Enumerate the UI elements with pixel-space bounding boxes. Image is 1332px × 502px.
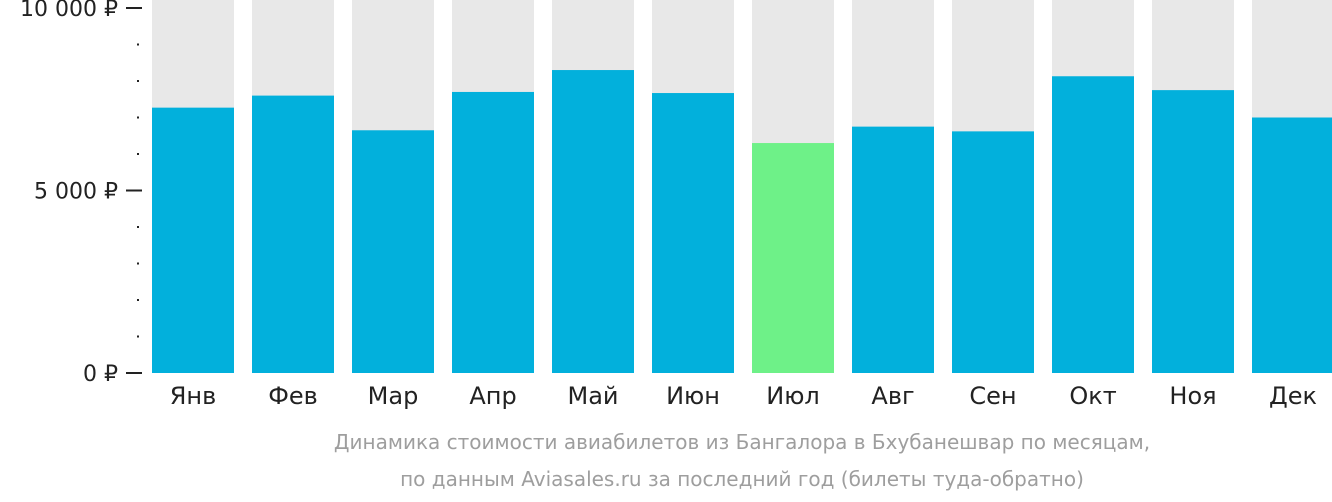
- x-tick-label-1: Янв: [170, 382, 217, 410]
- price-bar-chart: Янв Фев Мар Апр Май Июн Июл Авг Сен Окт Ноя Дек 0 ₽ 5…: [20, 0, 1332, 410]
- x-tick-label-4: Апр: [469, 382, 516, 410]
- bar-8: [852, 126, 934, 373]
- bar-6: [652, 93, 734, 374]
- x-tick-label-3: Мар: [368, 382, 419, 410]
- x-tick-label-9: Сен: [969, 382, 1016, 410]
- x-tick-label-11: Ноя: [1169, 382, 1216, 410]
- bar-1: [152, 107, 234, 374]
- chart-caption-line-2: по данным Aviasales.ru за последний год …: [400, 467, 1084, 491]
- bar-4: [452, 91, 534, 373]
- bar-9: [952, 131, 1034, 373]
- x-tick-label-7: Июл: [766, 382, 820, 410]
- y-tick-label-2: 5 000 ₽: [34, 180, 118, 205]
- x-tick-label-5: Май: [567, 382, 618, 410]
- x-tick-label-2: Фев: [268, 382, 318, 410]
- x-tick-label-6: Июн: [666, 382, 720, 410]
- x-tick-label-8: Авг: [871, 382, 914, 410]
- bar-11: [1152, 90, 1234, 373]
- bar-2: [252, 95, 334, 373]
- bar-3: [352, 130, 434, 373]
- bar-12: [1252, 117, 1332, 373]
- x-tick-label-12: Дек: [1269, 382, 1317, 410]
- chart-caption-line-1: Динамика стоимости авиабилетов из Бангал…: [333, 430, 1151, 454]
- y-tick-label-3: 10 000 ₽: [20, 0, 118, 22]
- y-tick-label-1: 0 ₽: [83, 362, 118, 387]
- bar-7: [752, 143, 834, 373]
- bar-5: [552, 70, 634, 374]
- bar-10: [1052, 76, 1134, 373]
- x-tick-label-10: Окт: [1069, 382, 1116, 410]
